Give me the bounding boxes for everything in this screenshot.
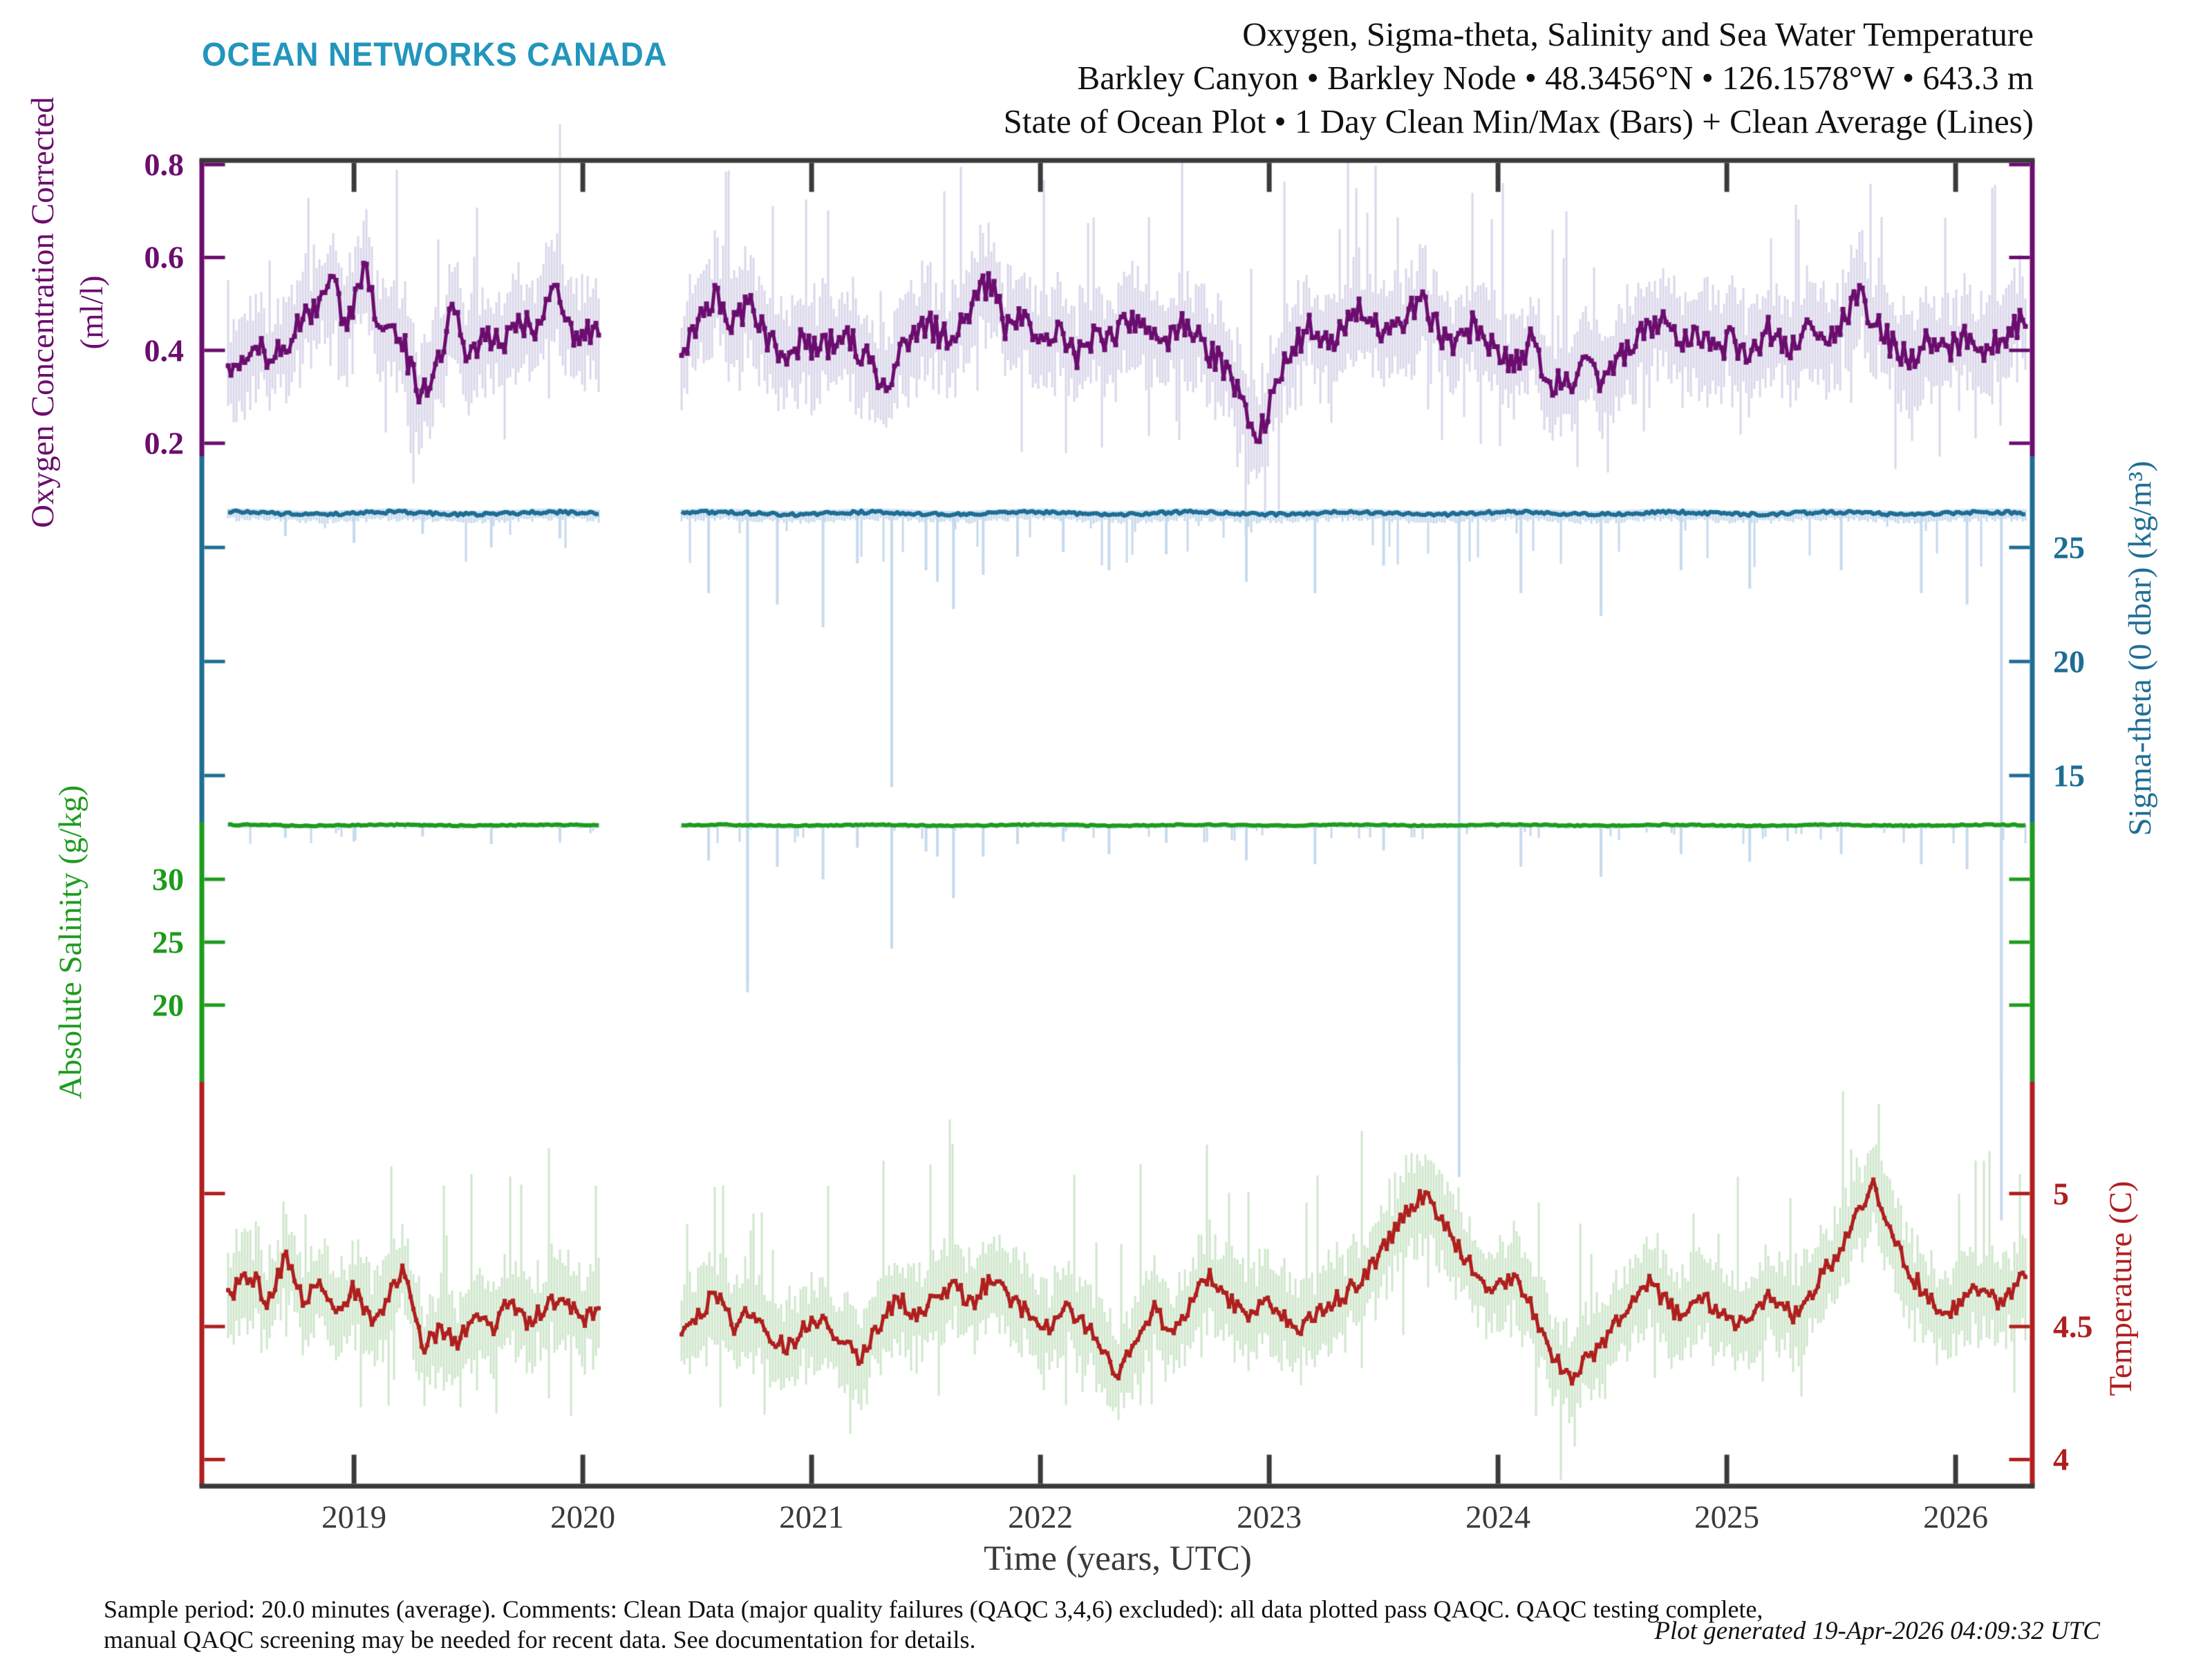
oxygen-tick-label: 0.4 [144, 332, 185, 368]
x-tick-label: 2022 [1008, 1499, 1074, 1535]
footer-comments-line-1: Sample period: 20.0 minutes (average). C… [104, 1595, 1763, 1623]
title-line-1: Oxygen, Sigma-theta, Salinity and Sea Wa… [1242, 15, 2034, 53]
oxygen-axis-label: Oxygen Concentration Corrected [25, 97, 61, 528]
sigma_theta-tick-label: 15 [2053, 758, 2085, 794]
sigma_theta-tick-label: 20 [2053, 644, 2085, 679]
temperature-axis-label: Temperature (C) [2103, 1181, 2139, 1396]
onc-logo: OCEAN NETWORKS CANADA [202, 37, 668, 73]
plot-generated-timestamp: Plot generated 19-Apr-2026 04:09:32 UTC [1654, 1617, 2100, 1645]
salinity-tick-label: 30 [152, 861, 184, 897]
salinity-tick-label: 25 [152, 924, 184, 960]
x-axis-label: Time (years, UTC) [984, 1539, 1252, 1578]
salinity-axis-label: Absolute Salinity (g/kg) [53, 785, 88, 1100]
x-tick-label: 2025 [1694, 1499, 1760, 1535]
oxygen-axis-unit: (ml/l) [74, 275, 110, 350]
oxygen-tick-label: 0.2 [144, 425, 185, 461]
title-line-3: State of Ocean Plot • 1 Day Clean Min/Ma… [1003, 102, 2034, 140]
x-tick-label: 2021 [779, 1499, 845, 1535]
temperature-tick-label: 4.5 [2053, 1309, 2093, 1344]
sigma-theta-axis-label: Sigma-theta (0 dbar) (kg/m³) [2122, 460, 2158, 836]
x-tick-label: 2024 [1465, 1499, 1531, 1535]
x-tick-label: 2020 [550, 1499, 616, 1535]
x-tick-label: 2023 [1237, 1499, 1302, 1535]
x-tick-label: 2019 [321, 1499, 387, 1535]
x-tick-label: 2026 [1923, 1499, 1989, 1535]
footer-comments: Sample period: 20.0 minutes (average). C… [104, 1594, 1763, 1655]
sigma_theta-tick-label: 25 [2053, 529, 2085, 565]
temperature-tick-label: 4 [2053, 1441, 2069, 1477]
title-block: Oxygen, Sigma-theta, Salinity and Sea Wa… [1004, 12, 2034, 143]
temperature-tick-label: 5 [2053, 1176, 2069, 1212]
oxygen-tick-label: 0.6 [144, 239, 185, 275]
footer-comments-line-2: manual QAQC screening may be needed for … [104, 1626, 976, 1653]
oxygen-tick-label: 0.8 [144, 147, 185, 182]
title-line-2: Barkley Canyon • Barkley Node • 48.3456°… [1077, 59, 2034, 97]
salinity-tick-label: 20 [152, 987, 184, 1023]
